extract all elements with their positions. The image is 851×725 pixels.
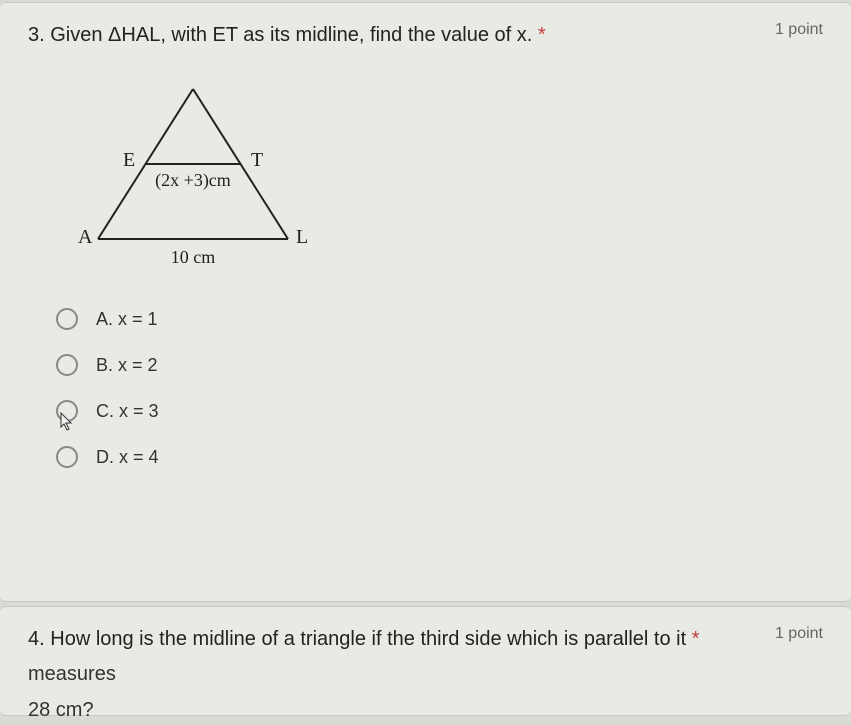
option-a-label: A. x = 1 [96, 309, 158, 330]
points-label: 1 point [775, 21, 823, 39]
question-header: 3. Given ΔHAL, with ET as its midline, f… [28, 21, 823, 49]
question4-line3: 28 cm? [28, 695, 823, 725]
option-a[interactable]: A. x = 1 [56, 308, 823, 330]
option-d-label: D. x = 4 [96, 447, 159, 468]
radio-c[interactable] [56, 400, 78, 422]
radio-d[interactable] [56, 446, 78, 468]
option-b[interactable]: B. x = 2 [56, 354, 823, 376]
svg-text:(2x +3)cm: (2x +3)cm [155, 170, 231, 191]
option-c-label: C. x = 3 [96, 401, 159, 422]
required-asterisk-4: * [692, 628, 700, 650]
options-list: A. x = 1 B. x = 2 C. x = 3 D. x = 4 [56, 308, 823, 468]
svg-text:E: E [123, 149, 135, 171]
option-c[interactable]: C. x = 3 [56, 400, 823, 422]
triangle-figure: E T A L (2x +3)cm 10 cm [78, 79, 823, 284]
question-body-4: How long is the midline of a triangle if… [50, 628, 686, 650]
question-card-4: 4. How long is the midline of a triangle… [0, 606, 851, 716]
svg-text:10 cm: 10 cm [171, 247, 216, 267]
svg-text:A: A [78, 226, 93, 248]
required-asterisk: * [538, 24, 546, 46]
question-body: Given ΔHAL, with ET as its midline, find… [50, 24, 532, 46]
question4-line2: measures [28, 659, 823, 689]
question-text-4: 4. How long is the midline of a triangle… [28, 625, 755, 653]
question-text: 3. Given ΔHAL, with ET as its midline, f… [28, 21, 755, 49]
question-number: 3. [28, 24, 45, 46]
option-d[interactable]: D. x = 4 [56, 446, 823, 468]
question-number-4: 4. [28, 628, 45, 650]
points-label-4: 1 point [775, 625, 823, 643]
question-card-3: 3. Given ΔHAL, with ET as its midline, f… [0, 2, 851, 602]
svg-text:T: T [251, 149, 263, 171]
radio-a[interactable] [56, 308, 78, 330]
svg-text:L: L [296, 226, 308, 248]
question-header-4: 4. How long is the midline of a triangle… [28, 625, 823, 653]
triangle-svg: E T A L (2x +3)cm 10 cm [78, 79, 318, 279]
radio-b[interactable] [56, 354, 78, 376]
option-b-label: B. x = 2 [96, 355, 158, 376]
